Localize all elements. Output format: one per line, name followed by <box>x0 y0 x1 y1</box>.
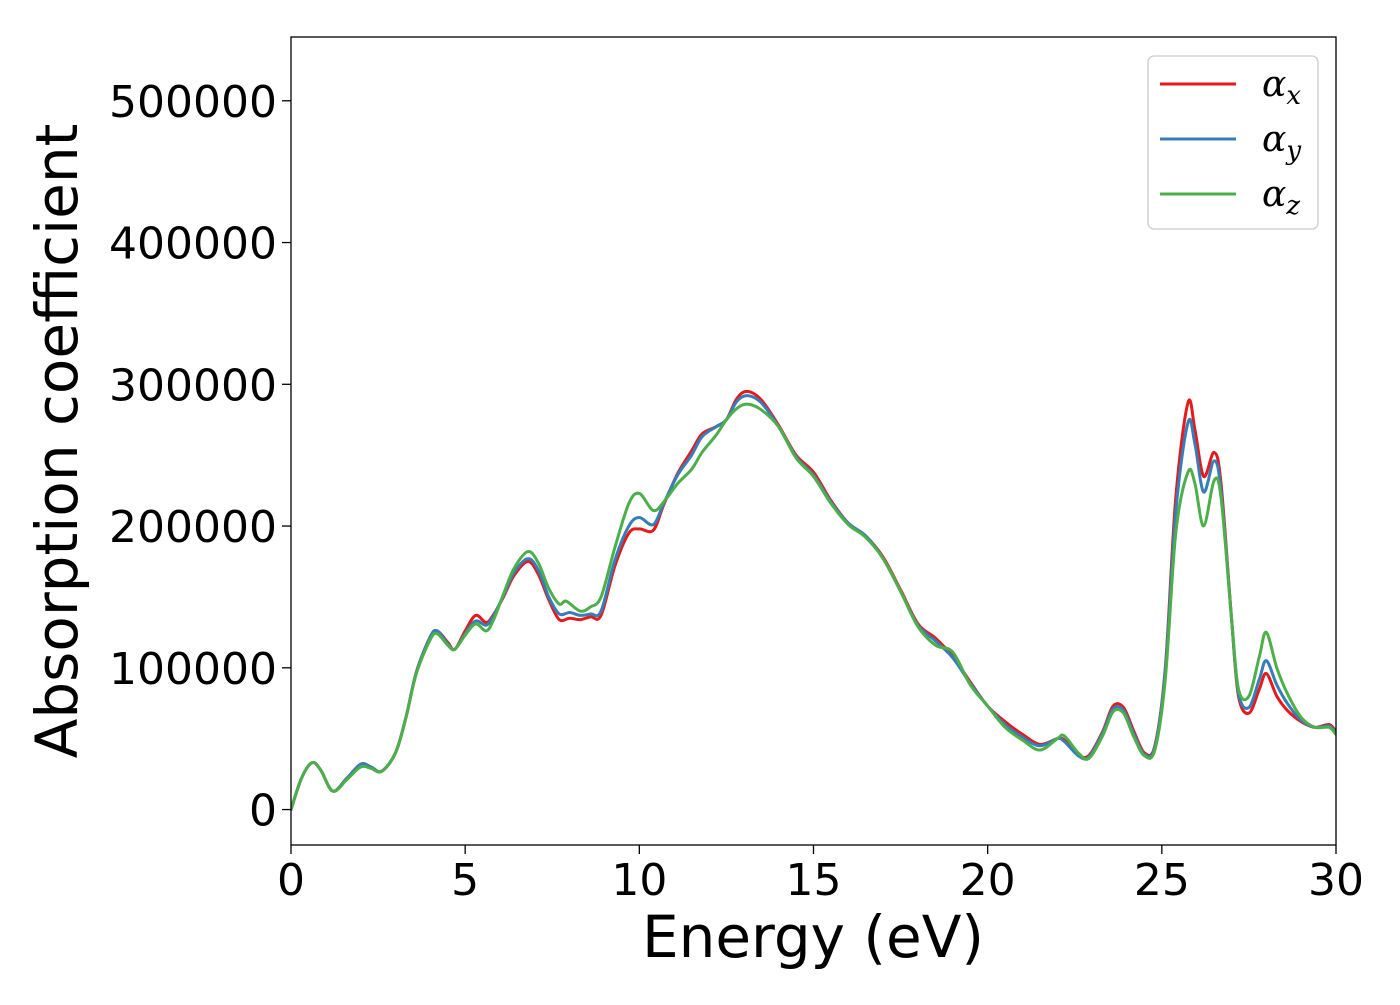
legend-items: αx αy αz <box>1160 64 1301 221</box>
y-tick-label: 400000 <box>109 219 277 270</box>
x-tick-label: 30 <box>1308 855 1364 906</box>
y-tick-label: 100000 <box>109 644 277 695</box>
y-axis-label: Absorption coefficient <box>23 124 91 759</box>
y-tick-label: 200000 <box>109 502 277 553</box>
legend-label-y: αy <box>1262 119 1301 166</box>
x-tick-label: 20 <box>960 855 1016 906</box>
x-axis-label: Energy (eV) <box>642 903 984 971</box>
series-layer <box>291 389 1336 812</box>
x-tick-label: 15 <box>786 855 842 906</box>
series-line-z <box>291 402 1336 812</box>
x-tick-label: 5 <box>451 855 479 906</box>
y-tick-label: 0 <box>249 786 277 837</box>
legend-label-z: αz <box>1262 174 1300 221</box>
x-axis: 0 5 10 15 20 25 30 <box>277 845 1364 906</box>
y-tick-label: 500000 <box>109 77 277 128</box>
x-tick-label: 25 <box>1134 855 1190 906</box>
legend-label-x: αx <box>1262 64 1301 111</box>
legend-box <box>1147 55 1319 230</box>
x-tick-label: 0 <box>277 855 305 906</box>
x-tick-label: 10 <box>611 855 667 906</box>
y-axis: 0 100000 200000 300000 400000 500000 <box>109 77 291 837</box>
y-tick-label: 300000 <box>109 360 277 411</box>
legend: αx αy αz <box>1147 55 1319 230</box>
